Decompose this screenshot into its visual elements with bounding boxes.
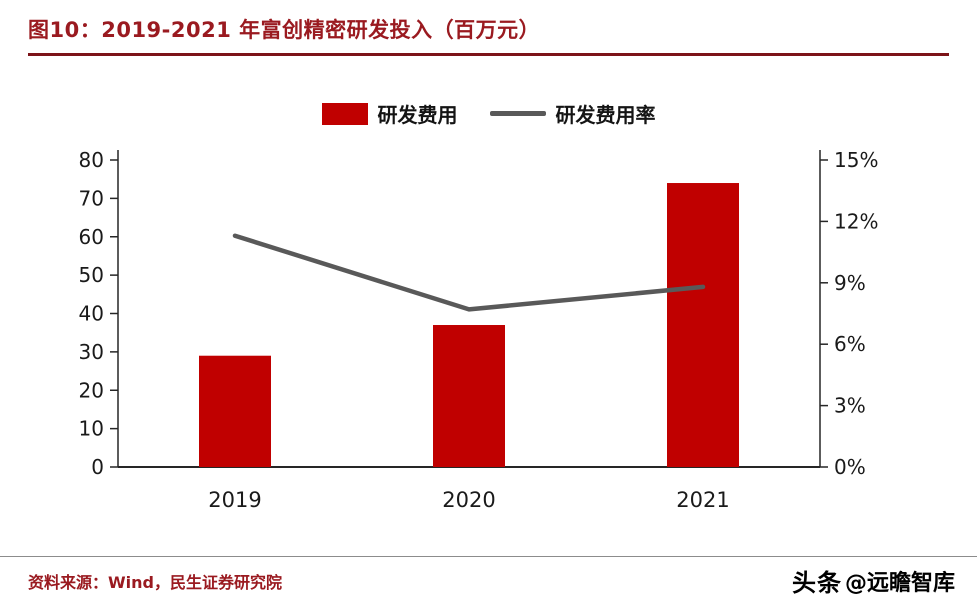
svg-text:2019: 2019 — [208, 488, 261, 512]
svg-text:9%: 9% — [834, 271, 866, 295]
svg-text:30: 30 — [79, 340, 104, 364]
svg-text:50: 50 — [79, 263, 104, 287]
svg-text:12%: 12% — [834, 209, 878, 233]
legend-item-line: 研发费用率 — [489, 99, 656, 128]
svg-text:60: 60 — [79, 225, 104, 249]
legend-item-bar: 研发费用 — [321, 99, 458, 128]
toutiao-logo: 头条 — [791, 569, 842, 597]
figure-title: 图10：2019-2021 年富创精密研发投入（百万元） — [28, 18, 541, 42]
svg-text:0%: 0% — [834, 455, 866, 479]
source-text: 资料来源：Wind，民生证券研究院 — [28, 572, 282, 592]
footer-divider — [0, 556, 977, 557]
line-series-swatch — [489, 111, 546, 116]
svg-text:20: 20 — [79, 378, 104, 402]
legend-line-label: 研发费用率 — [555, 103, 656, 127]
figure-header: 图10：2019-2021 年富创精密研发投入（百万元） — [28, 14, 949, 56]
watermark: 头条 @远瞻智库 — [792, 563, 955, 598]
svg-text:80: 80 — [79, 148, 104, 172]
svg-text:2020: 2020 — [442, 488, 495, 512]
legend-bar-label: 研发费用 — [377, 103, 458, 127]
svg-text:15%: 15% — [834, 148, 878, 172]
bar-series-swatch — [321, 102, 368, 125]
figure-footer: 资料来源：Wind，民生证券研究院 头条 @远瞻智库 — [28, 563, 955, 598]
svg-text:6%: 6% — [834, 332, 866, 356]
title-underline — [28, 53, 949, 56]
svg-text:10: 10 — [79, 417, 104, 441]
chart-plot: 0 10 20 30 40 50 60 70 80 0% 3% 6% 9% 12% 15% 2019 2020 2… — [79, 148, 879, 512]
svg-text:70: 70 — [79, 186, 104, 210]
chart-legend: 研发费用 研发费用率 — [0, 99, 977, 128]
svg-text:3%: 3% — [834, 394, 866, 418]
svg-text:0: 0 — [91, 455, 104, 479]
svg-text:2021: 2021 — [676, 488, 729, 512]
watermark-handle: @远瞻智库 — [844, 570, 955, 596]
svg-text:40: 40 — [79, 302, 104, 326]
